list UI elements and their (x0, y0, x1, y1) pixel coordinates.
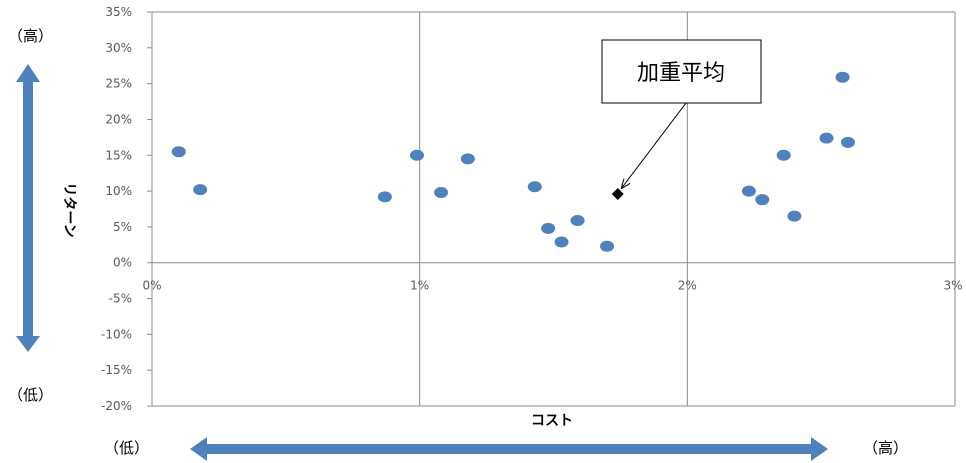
weighted-average-marker (611, 187, 624, 200)
data-points (171, 71, 855, 252)
weighted-average-callout: 加重平均 (601, 39, 762, 104)
data-point (460, 153, 475, 165)
data-point (541, 222, 556, 234)
y-tick-label: -20% (101, 399, 132, 413)
y-tick-label: 35% (105, 5, 132, 19)
y-tick-label: 5% (113, 220, 132, 234)
return-double-arrow (16, 64, 40, 352)
y-low-label: （低） (8, 386, 53, 404)
data-point (741, 185, 756, 197)
y-axis-title: リターン (61, 182, 77, 237)
data-point (409, 149, 424, 161)
data-point (434, 187, 449, 199)
y-tick-label: -10% (101, 327, 132, 341)
data-point (787, 210, 802, 222)
grid-lines (151, 11, 956, 407)
data-point (570, 214, 585, 226)
y-tick-label: 25% (105, 77, 132, 91)
y-tick-label: 0% (113, 256, 132, 270)
data-point (835, 71, 850, 83)
x-tick-label: 2% (678, 279, 697, 293)
x-low-label: （低） (104, 439, 149, 457)
data-point (554, 236, 569, 248)
x-tick-label: 1% (410, 279, 429, 293)
callout-arrow (622, 102, 687, 188)
data-point (776, 149, 791, 161)
y-tick-label: -5% (109, 292, 132, 306)
weighted-average-label: 加重平均 (637, 61, 725, 86)
weighted-average-point (611, 187, 624, 200)
y-high-label: （高） (8, 27, 53, 45)
y-tick-label: 30% (105, 41, 132, 55)
data-point (819, 132, 834, 144)
y-tick-label: 20% (105, 112, 132, 126)
x-high-label: （高） (863, 439, 908, 457)
data-point (193, 184, 208, 196)
x-tick-label: 3% (943, 279, 962, 293)
data-point (840, 136, 855, 148)
data-point (171, 146, 186, 158)
x-tick-labels: 0% 1% 2% 3% (142, 279, 962, 293)
data-point (527, 181, 542, 193)
data-point (600, 240, 615, 252)
data-point (377, 191, 392, 203)
x-axis-title: コスト (531, 413, 573, 429)
data-point (755, 194, 770, 206)
x-tick-label: 0% (142, 279, 161, 293)
y-tick-label: -15% (101, 363, 132, 377)
y-tick-label: 10% (105, 184, 132, 198)
y-tick-label: 15% (105, 148, 132, 162)
y-tick-labels: 35% 30% 25% 20% 15% 10% 5% 0% -5% -10% -15% -20% (101, 5, 152, 413)
cost-double-arrow (190, 437, 828, 461)
